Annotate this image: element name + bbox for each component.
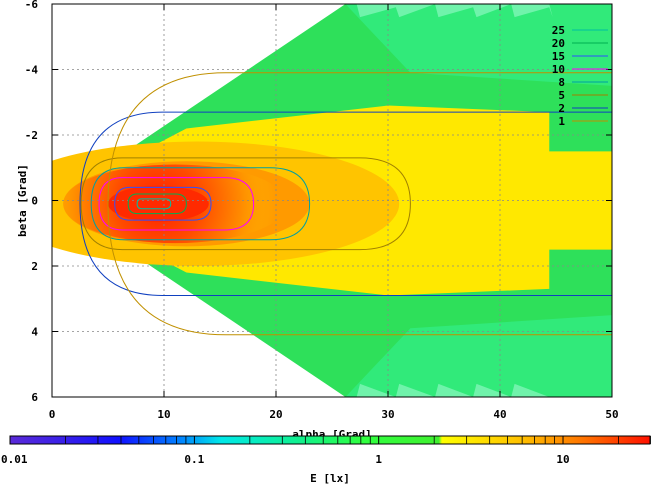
legend-entry-label: 15 [552,50,565,63]
x-tick-label: 40 [493,408,506,421]
legend-entry-label: 10 [552,63,565,76]
y-axis-label: beta [Grad] [16,164,29,237]
colorbar-tick-label: 0.1 [184,453,204,466]
y-tick-label: 0 [31,195,38,208]
y-tick-label: -2 [25,129,38,142]
heatmap-layer [52,4,612,397]
contour-line-level-15 [114,186,212,221]
legend-entry-label: 8 [558,76,565,89]
legend-entry-label: 25 [552,24,565,37]
colorbar-tick-label: 0.01 [1,453,28,466]
outer-region-cyan-top [345,4,612,86]
legend-entry-label: 20 [552,37,565,50]
plot-area [52,4,612,397]
y-tick-label: 4 [31,326,38,339]
legend-entry-label: 1 [558,115,565,128]
grid-lines [52,4,612,397]
y-tick-label: -6 [25,0,39,11]
axis-ticks: 0 10 20 30 40 50 -6 -4 -2 0 2 4 6 [25,0,619,421]
contour-line-level-10 [98,177,255,231]
contour-line-level-1 [107,72,612,336]
outer-region-cyan-bottom [345,315,612,397]
colorbar-ticks: 0.01 0.1 1 10 [1,436,651,466]
x-tick-label: 30 [381,408,394,421]
peak-region [107,185,209,222]
colorbar-rect [9,435,651,445]
x-tick-label: 50 [605,408,618,421]
y-tick-label: 6 [31,391,38,404]
y-tick-label: 2 [31,260,38,273]
colorbar-label: E [lx] [310,472,350,485]
contour-line-level-2 [79,111,612,296]
contour-lines [79,72,612,336]
y-tick-label: -4 [25,64,39,77]
x-tick-label: 20 [269,408,282,421]
contour-line-level-25 [136,198,172,210]
contour-line-level-20 [127,193,187,215]
x-tick-label: 0 [49,408,56,421]
colorbar-tick-label: 10 [556,453,569,466]
colorbar-tick-label: 1 [375,453,382,466]
colorbar: 0.01 0.1 1 10 E [lx] [1,435,651,485]
contour-line-level-5 [80,157,411,251]
legend-entry-label: 2 [558,102,565,115]
legend-entry-label: 5 [558,89,565,102]
contour-line-level-8 [90,167,311,241]
x-tick-label: 10 [157,408,170,421]
